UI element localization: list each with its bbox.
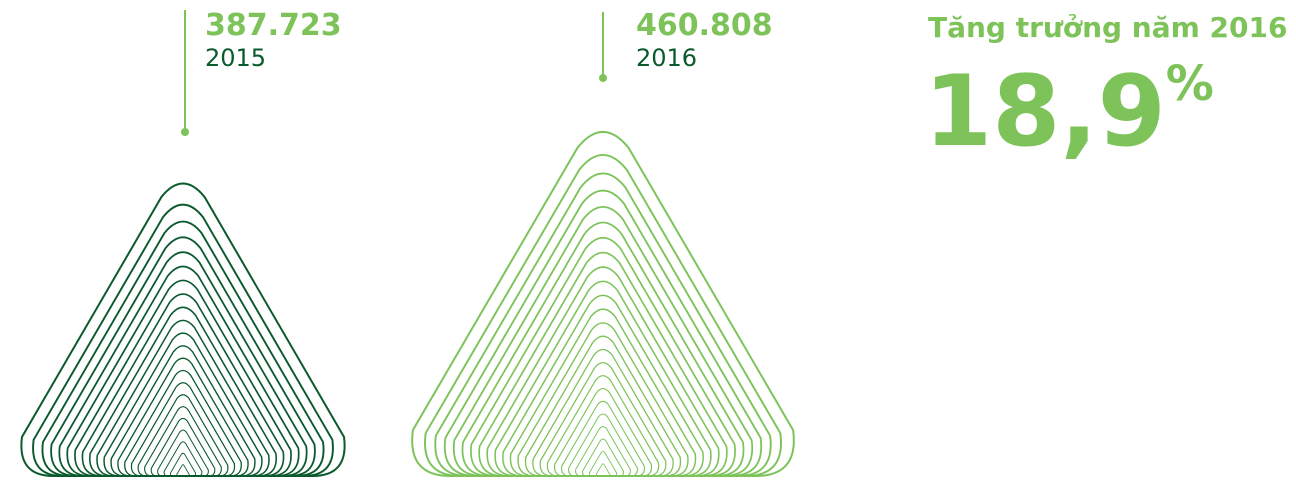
contour-line xyxy=(494,280,712,477)
contour-line xyxy=(74,279,292,477)
contour-line xyxy=(110,345,256,477)
contour-line xyxy=(124,369,242,477)
contour-line xyxy=(509,308,697,477)
contour-line xyxy=(89,306,277,477)
contour-line xyxy=(58,251,308,477)
pointer-dot xyxy=(599,74,607,82)
contour-line xyxy=(434,172,772,477)
value-2015: 387.723 xyxy=(205,8,342,43)
contour-line xyxy=(41,220,325,477)
contour-line xyxy=(502,294,704,477)
contour-line xyxy=(137,394,229,477)
contour-line xyxy=(478,251,728,477)
contour-line xyxy=(103,332,263,477)
contour-line xyxy=(50,236,316,477)
contour-line xyxy=(81,293,285,477)
growth-value: 18,9 xyxy=(924,55,1166,169)
contour-line xyxy=(66,265,300,477)
contour-line xyxy=(524,335,682,477)
contour-line xyxy=(461,221,745,477)
year-2015: 2015 xyxy=(205,44,266,72)
growth-label: Tăng trưởng năm 2016 xyxy=(928,11,1288,44)
pyramid-2016 xyxy=(411,131,795,477)
contour-line xyxy=(424,154,782,477)
contour-line xyxy=(553,387,653,477)
contour-line xyxy=(176,464,190,477)
contour-line xyxy=(561,400,645,477)
contour-line xyxy=(588,451,618,477)
contour-line xyxy=(32,203,334,477)
pyramid-2015 xyxy=(20,182,346,477)
contour-line xyxy=(532,348,674,477)
value-2016: 460.808 xyxy=(636,8,773,43)
contour-line xyxy=(539,362,667,477)
contour-line xyxy=(411,131,795,477)
year-2016: 2016 xyxy=(636,44,697,72)
contour-line xyxy=(486,266,720,477)
growth-figure: 18,9% xyxy=(924,55,1214,169)
contour-line xyxy=(582,438,624,477)
contour-line xyxy=(568,413,638,477)
contour-line xyxy=(157,429,209,477)
contour-line xyxy=(150,417,216,477)
contour-line xyxy=(20,182,346,477)
contour-line xyxy=(443,189,763,477)
contour-line xyxy=(595,463,611,477)
contour-line xyxy=(546,375,660,477)
contour-line xyxy=(163,441,203,477)
contour-line xyxy=(96,319,270,477)
contour-line xyxy=(470,236,736,477)
contour-line xyxy=(130,382,236,477)
contour-line xyxy=(169,452,197,477)
contour-line xyxy=(517,322,689,477)
contour-line xyxy=(117,357,249,477)
contour-line xyxy=(144,406,222,477)
pointer-dot xyxy=(181,128,189,136)
contour-line xyxy=(452,205,754,477)
growth-unit: % xyxy=(1166,56,1214,112)
contour-line xyxy=(575,426,631,477)
